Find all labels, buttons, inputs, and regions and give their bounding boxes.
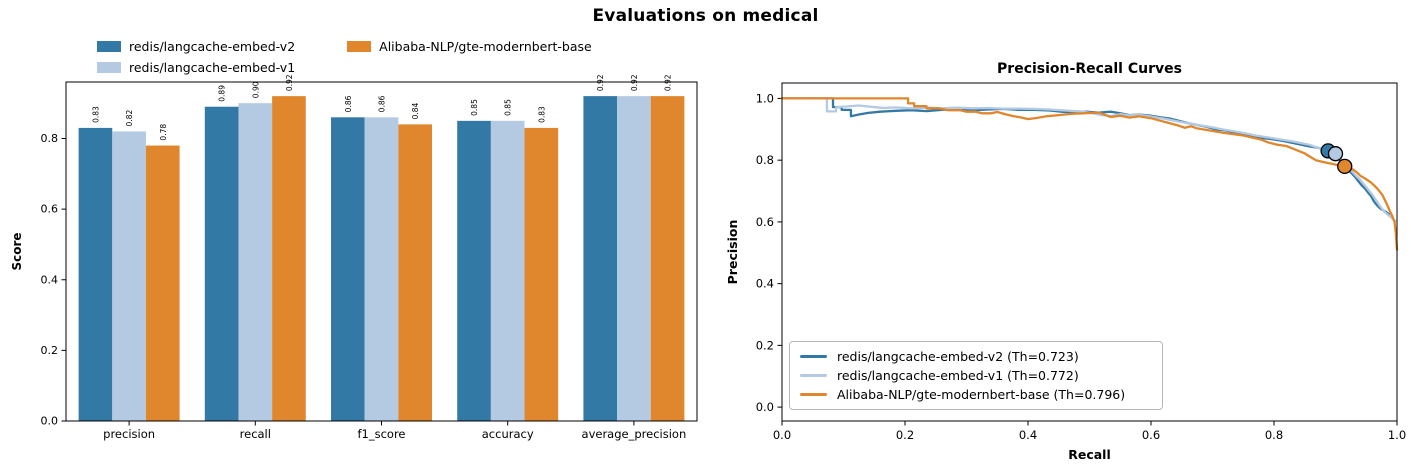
legend-item-embed-v2: redis/langcache-embed-v2: [97, 37, 295, 56]
bar-f1_score-0: [331, 117, 365, 421]
pr-curve-1: [780, 97, 1397, 223]
svg-text:0.0: 0.0: [773, 428, 791, 442]
svg-text:0.2: 0.2: [896, 428, 914, 442]
pr-legend-item-embed-v1: redis/langcache-embed-v1 (Th=0.772): [800, 368, 1152, 383]
bar-accuracy-0: [457, 120, 491, 421]
legend-label-embed-v1: redis/langcache-embed-v1: [129, 60, 296, 75]
svg-text:Precision: Precision: [725, 220, 740, 285]
bar-precision-1: [112, 131, 146, 421]
svg-text:0.8: 0.8: [41, 132, 59, 145]
svg-text:0.4: 0.4: [41, 273, 59, 286]
bar-accuracy-2: [524, 127, 559, 421]
svg-text:0.85: 0.85: [470, 99, 479, 116]
bar-accuracy-1: [490, 120, 525, 421]
pr-legend-item-modernbert: Alibaba-NLP/gte-modernbert-base (Th=0.79…: [800, 387, 1152, 402]
svg-text:0.92: 0.92: [664, 74, 673, 91]
bar-average_precision-0: [583, 96, 618, 421]
bar-chart-legend: redis/langcache-embed-v2 redis/langcache…: [97, 37, 592, 77]
pr-legend-label-embed-v2: redis/langcache-embed-v2 (Th=0.723): [837, 349, 1079, 364]
svg-text:average_precision: average_precision: [582, 427, 687, 441]
svg-text:precision: precision: [103, 427, 155, 441]
svg-text:0.85: 0.85: [504, 99, 513, 116]
svg-text:0.82: 0.82: [125, 110, 134, 127]
svg-text:0.8: 0.8: [1265, 428, 1283, 442]
svg-text:recall: recall: [240, 427, 271, 441]
svg-text:0.6: 0.6: [756, 215, 774, 229]
pr-legend-line-embed-v2: [800, 355, 827, 358]
svg-text:1.0: 1.0: [1388, 428, 1406, 442]
svg-text:0.0: 0.0: [756, 400, 774, 414]
legend-label-modernbert: Alibaba-NLP/gte-modernbert-base: [379, 39, 592, 54]
pr-chart: Precision-Recall Curves 0.0 0.2 0.4 0.6 0.8 1.…: [725, 61, 1406, 462]
legend-swatch-embed-v2: [97, 41, 121, 52]
svg-text:0.6: 0.6: [41, 203, 59, 216]
svg-text:0.2: 0.2: [41, 344, 59, 357]
pr-chart-legend: redis/langcache-embed-v2 (Th=0.723) redi…: [789, 341, 1163, 410]
bar-legend-column-2: Alibaba-NLP/gte-modernbert-base: [347, 37, 592, 77]
svg-text:accuracy: accuracy: [482, 427, 534, 441]
svg-text:Precision-Recall Curves: Precision-Recall Curves: [997, 61, 1182, 77]
legend-swatch-modernbert: [347, 41, 372, 52]
svg-text:0.92: 0.92: [596, 74, 605, 91]
svg-text:0.4: 0.4: [1019, 428, 1037, 442]
bar-f1_score-1: [364, 117, 399, 421]
legend-item-embed-v1: redis/langcache-embed-v1: [97, 58, 295, 77]
svg-text:0.78: 0.78: [159, 124, 168, 141]
bar-average_precision-2: [650, 96, 685, 421]
legend-item-modernbert: Alibaba-NLP/gte-modernbert-base: [347, 37, 592, 56]
svg-text:0.6: 0.6: [1142, 428, 1160, 442]
threshold-marker-1: [1327, 146, 1344, 162]
svg-text:0.2: 0.2: [756, 338, 774, 352]
pr-curve-2: [780, 97, 1399, 251]
svg-text:0.86: 0.86: [344, 95, 353, 112]
pr-legend-label-embed-v1: redis/langcache-embed-v1 (Th=0.772): [837, 368, 1079, 383]
svg-text:0.90: 0.90: [251, 81, 260, 98]
svg-text:0.8: 0.8: [756, 153, 774, 167]
svg-text:0.92: 0.92: [285, 74, 294, 91]
svg-text:Recall: Recall: [1068, 447, 1111, 462]
bar-chart: 0.0 0.2 0.4 0.6 0.8 Score precision 0.83 0.82 0.7…: [10, 74, 698, 441]
svg-text:0.83: 0.83: [537, 106, 546, 123]
pr-legend-line-modernbert: [800, 393, 827, 396]
svg-text:Score: Score: [10, 232, 24, 270]
figure-title: Evaluations on medical: [592, 6, 819, 26]
pr-curve-0: [780, 97, 1391, 216]
threshold-marker-2: [1337, 158, 1353, 174]
svg-text:0.4: 0.4: [756, 277, 774, 291]
bar-legend-column-1: redis/langcache-embed-v2 redis/langcache…: [97, 37, 295, 77]
svg-text:0.83: 0.83: [91, 106, 100, 123]
svg-text:0.89: 0.89: [218, 85, 227, 102]
bar-recall-1: [238, 103, 273, 421]
bar-precision-2: [145, 145, 180, 421]
bar-recall-2: [272, 96, 306, 421]
pr-legend-label-modernbert: Alibaba-NLP/gte-modernbert-base (Th=0.79…: [837, 387, 1126, 402]
legend-swatch-embed-v1: [97, 62, 121, 73]
svg-text:0.86: 0.86: [378, 95, 387, 112]
pr-legend-line-embed-v1: [800, 374, 827, 377]
legend-label-embed-v2: redis/langcache-embed-v2: [129, 39, 296, 54]
bar-average_precision-1: [617, 96, 651, 421]
svg-text:0.0: 0.0: [41, 415, 59, 428]
svg-text:1.0: 1.0: [756, 91, 774, 105]
bar-precision-0: [78, 127, 113, 421]
pr-legend-item-embed-v2: redis/langcache-embed-v2 (Th=0.723): [800, 349, 1152, 364]
svg-text:0.92: 0.92: [630, 74, 639, 91]
bar-recall-0: [204, 106, 239, 421]
bar-f1_score-2: [398, 124, 432, 421]
svg-text:f1_score: f1_score: [357, 427, 405, 441]
svg-text:0.84: 0.84: [411, 102, 420, 119]
